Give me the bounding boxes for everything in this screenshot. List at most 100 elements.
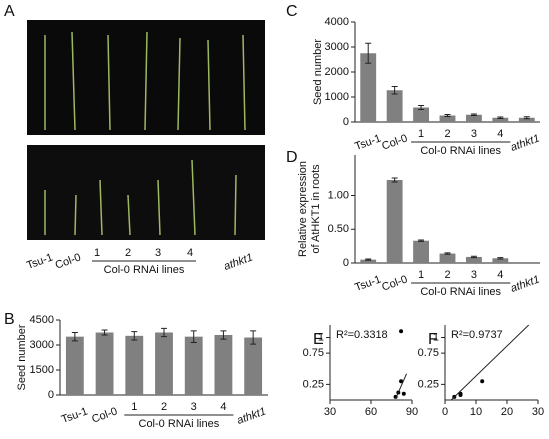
- bar: [439, 253, 456, 263]
- x-tick-label: 1: [131, 401, 137, 413]
- x-tick-label: 3: [471, 269, 477, 281]
- y-tick-label: 2000: [325, 66, 349, 78]
- error-bar: [523, 116, 530, 120]
- panel-label: A: [4, 3, 15, 20]
- y-axis-label: Seed number: [312, 39, 324, 105]
- fit-line: [450, 324, 530, 401]
- x-tick-label: 10: [470, 406, 482, 418]
- error-bar: [365, 42, 372, 64]
- x-tick-label: 3: [191, 401, 197, 413]
- x-tick-label: athkt1: [509, 273, 541, 295]
- x-tick-label: 3: [155, 247, 161, 259]
- error-bar: [71, 332, 78, 342]
- x-tick-label: 2: [444, 128, 450, 140]
- y-axis-label: Relative expression: [297, 161, 309, 257]
- x-tick-label: 0: [442, 406, 448, 418]
- x-tick-label: 60: [365, 406, 377, 418]
- y-tick-label: 0: [343, 257, 349, 269]
- bar: [95, 332, 114, 395]
- y-tick-label: 1500: [30, 364, 54, 376]
- y-tick-label: 0: [343, 116, 349, 128]
- error-bar: [250, 330, 257, 345]
- y-tick-label: 1: [318, 331, 324, 343]
- group-label: Col-0 RNAi lines: [104, 264, 185, 276]
- bar: [184, 336, 203, 395]
- group-label: Col-0 RNAi lines: [139, 418, 220, 430]
- y-tick-label: 1.00: [328, 189, 349, 201]
- error-bar: [365, 258, 372, 261]
- error-bar: [131, 331, 138, 341]
- error-bar: [470, 255, 477, 259]
- x-tick-label: 3: [471, 128, 477, 140]
- error-bar: [418, 239, 425, 242]
- y-tick-label: 3000: [325, 41, 349, 53]
- point: [399, 379, 404, 384]
- error-bar: [220, 330, 227, 340]
- x-tick-label: Tsu-1: [353, 132, 382, 152]
- bar: [155, 332, 173, 395]
- x-tick-label: athkt1: [235, 405, 267, 427]
- axis: [354, 155, 540, 264]
- x-tick-label: 2: [125, 247, 131, 259]
- x-tick-label: 1: [418, 128, 424, 140]
- bar: [518, 117, 535, 122]
- bar: [360, 259, 377, 263]
- panel-label: D: [286, 149, 298, 166]
- y-tick-label: 0.50: [328, 223, 349, 235]
- bar: [413, 240, 429, 263]
- bar: [492, 117, 509, 122]
- bar: [360, 53, 377, 122]
- x-tick-label: Tsu-1: [25, 251, 54, 271]
- x-tick-label: Col-0: [380, 132, 409, 152]
- y-tick-label: 3000: [30, 339, 54, 351]
- y-tick-label: 4000: [325, 16, 349, 28]
- bar: [492, 258, 509, 263]
- bar: [466, 114, 482, 122]
- error-bar: [470, 113, 477, 116]
- error-bar: [497, 257, 504, 260]
- axis: [354, 22, 540, 123]
- x-tick-label: 4: [220, 401, 226, 413]
- group-label: Col-0 RNAi lines: [420, 145, 501, 157]
- x-tick-label: 4: [497, 128, 503, 140]
- error-bar: [444, 114, 451, 117]
- bar: [413, 107, 429, 122]
- point: [480, 379, 485, 384]
- error-bar: [497, 116, 504, 119]
- y-tick-label: 0.75: [418, 347, 439, 359]
- bar: [466, 256, 482, 263]
- x-tick-label: athkt1: [509, 132, 541, 154]
- bar: [386, 179, 403, 263]
- x-tick-label: 90: [406, 406, 418, 418]
- panel-label: B: [4, 311, 15, 328]
- panel-label: E: [313, 331, 324, 348]
- error-bar: [391, 177, 398, 183]
- error-bar: [161, 327, 167, 338]
- error-bar: [444, 252, 451, 255]
- photo: [27, 145, 265, 240]
- error-bar: [101, 329, 108, 336]
- y-tick-label: 4500: [30, 314, 54, 326]
- x-tick-label: 1: [418, 269, 424, 281]
- x-tick-label: Tsu-1: [353, 273, 382, 293]
- y-tick-label: 0: [48, 389, 54, 401]
- x-tick-label: Col-0: [380, 273, 409, 293]
- y-tick-label: 1000: [325, 91, 349, 103]
- panel-label: C: [286, 3, 298, 20]
- point: [401, 391, 406, 396]
- y-tick-label: 0.25: [303, 378, 324, 390]
- plant-sketch: [44, 31, 246, 236]
- group-label: Col-0 RNAi lines: [420, 286, 501, 298]
- x-tick-label: 30: [532, 406, 544, 418]
- y-axis-label: Seed number: [16, 324, 28, 390]
- x-tick-label: athkt1: [222, 251, 254, 273]
- x-tick-label: Col-0: [54, 251, 83, 271]
- bar: [439, 115, 456, 122]
- annotation: R²=0.3318: [336, 329, 388, 341]
- bar: [244, 337, 263, 395]
- x-tick-label: 4: [187, 247, 193, 259]
- x-tick-label: 1: [94, 247, 100, 259]
- x-tick-label: Col-0: [90, 405, 119, 425]
- fit-line: [395, 373, 407, 399]
